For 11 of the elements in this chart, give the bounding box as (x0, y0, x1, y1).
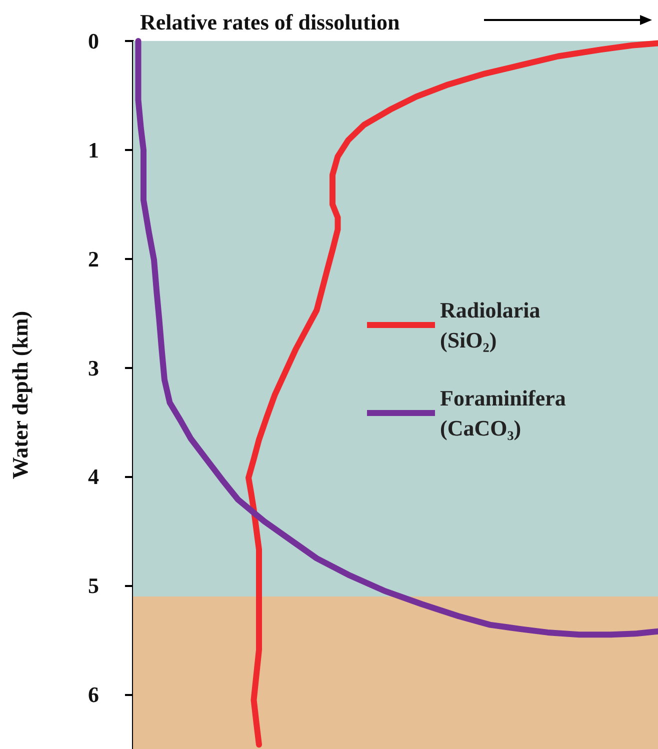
y-tick-label: 6 (88, 682, 99, 708)
y-axis-title: Water depth (km) (8, 310, 32, 480)
y-tick-label: 3 (88, 355, 99, 380)
y-tick-label: 5 (88, 573, 99, 598)
y-tick-label: 2 (88, 246, 99, 272)
legend-label: Foraminifera (CaCO₃) (440, 386, 566, 440)
x-axis-title: Relative rates of dissolution (140, 10, 400, 34)
y-tick-label: 4 (88, 464, 99, 490)
legend-label: Radiolaria (SiO₂) (440, 298, 540, 352)
y-tick-label: 1 (88, 137, 99, 162)
y-tick-label: 0 (88, 28, 99, 54)
